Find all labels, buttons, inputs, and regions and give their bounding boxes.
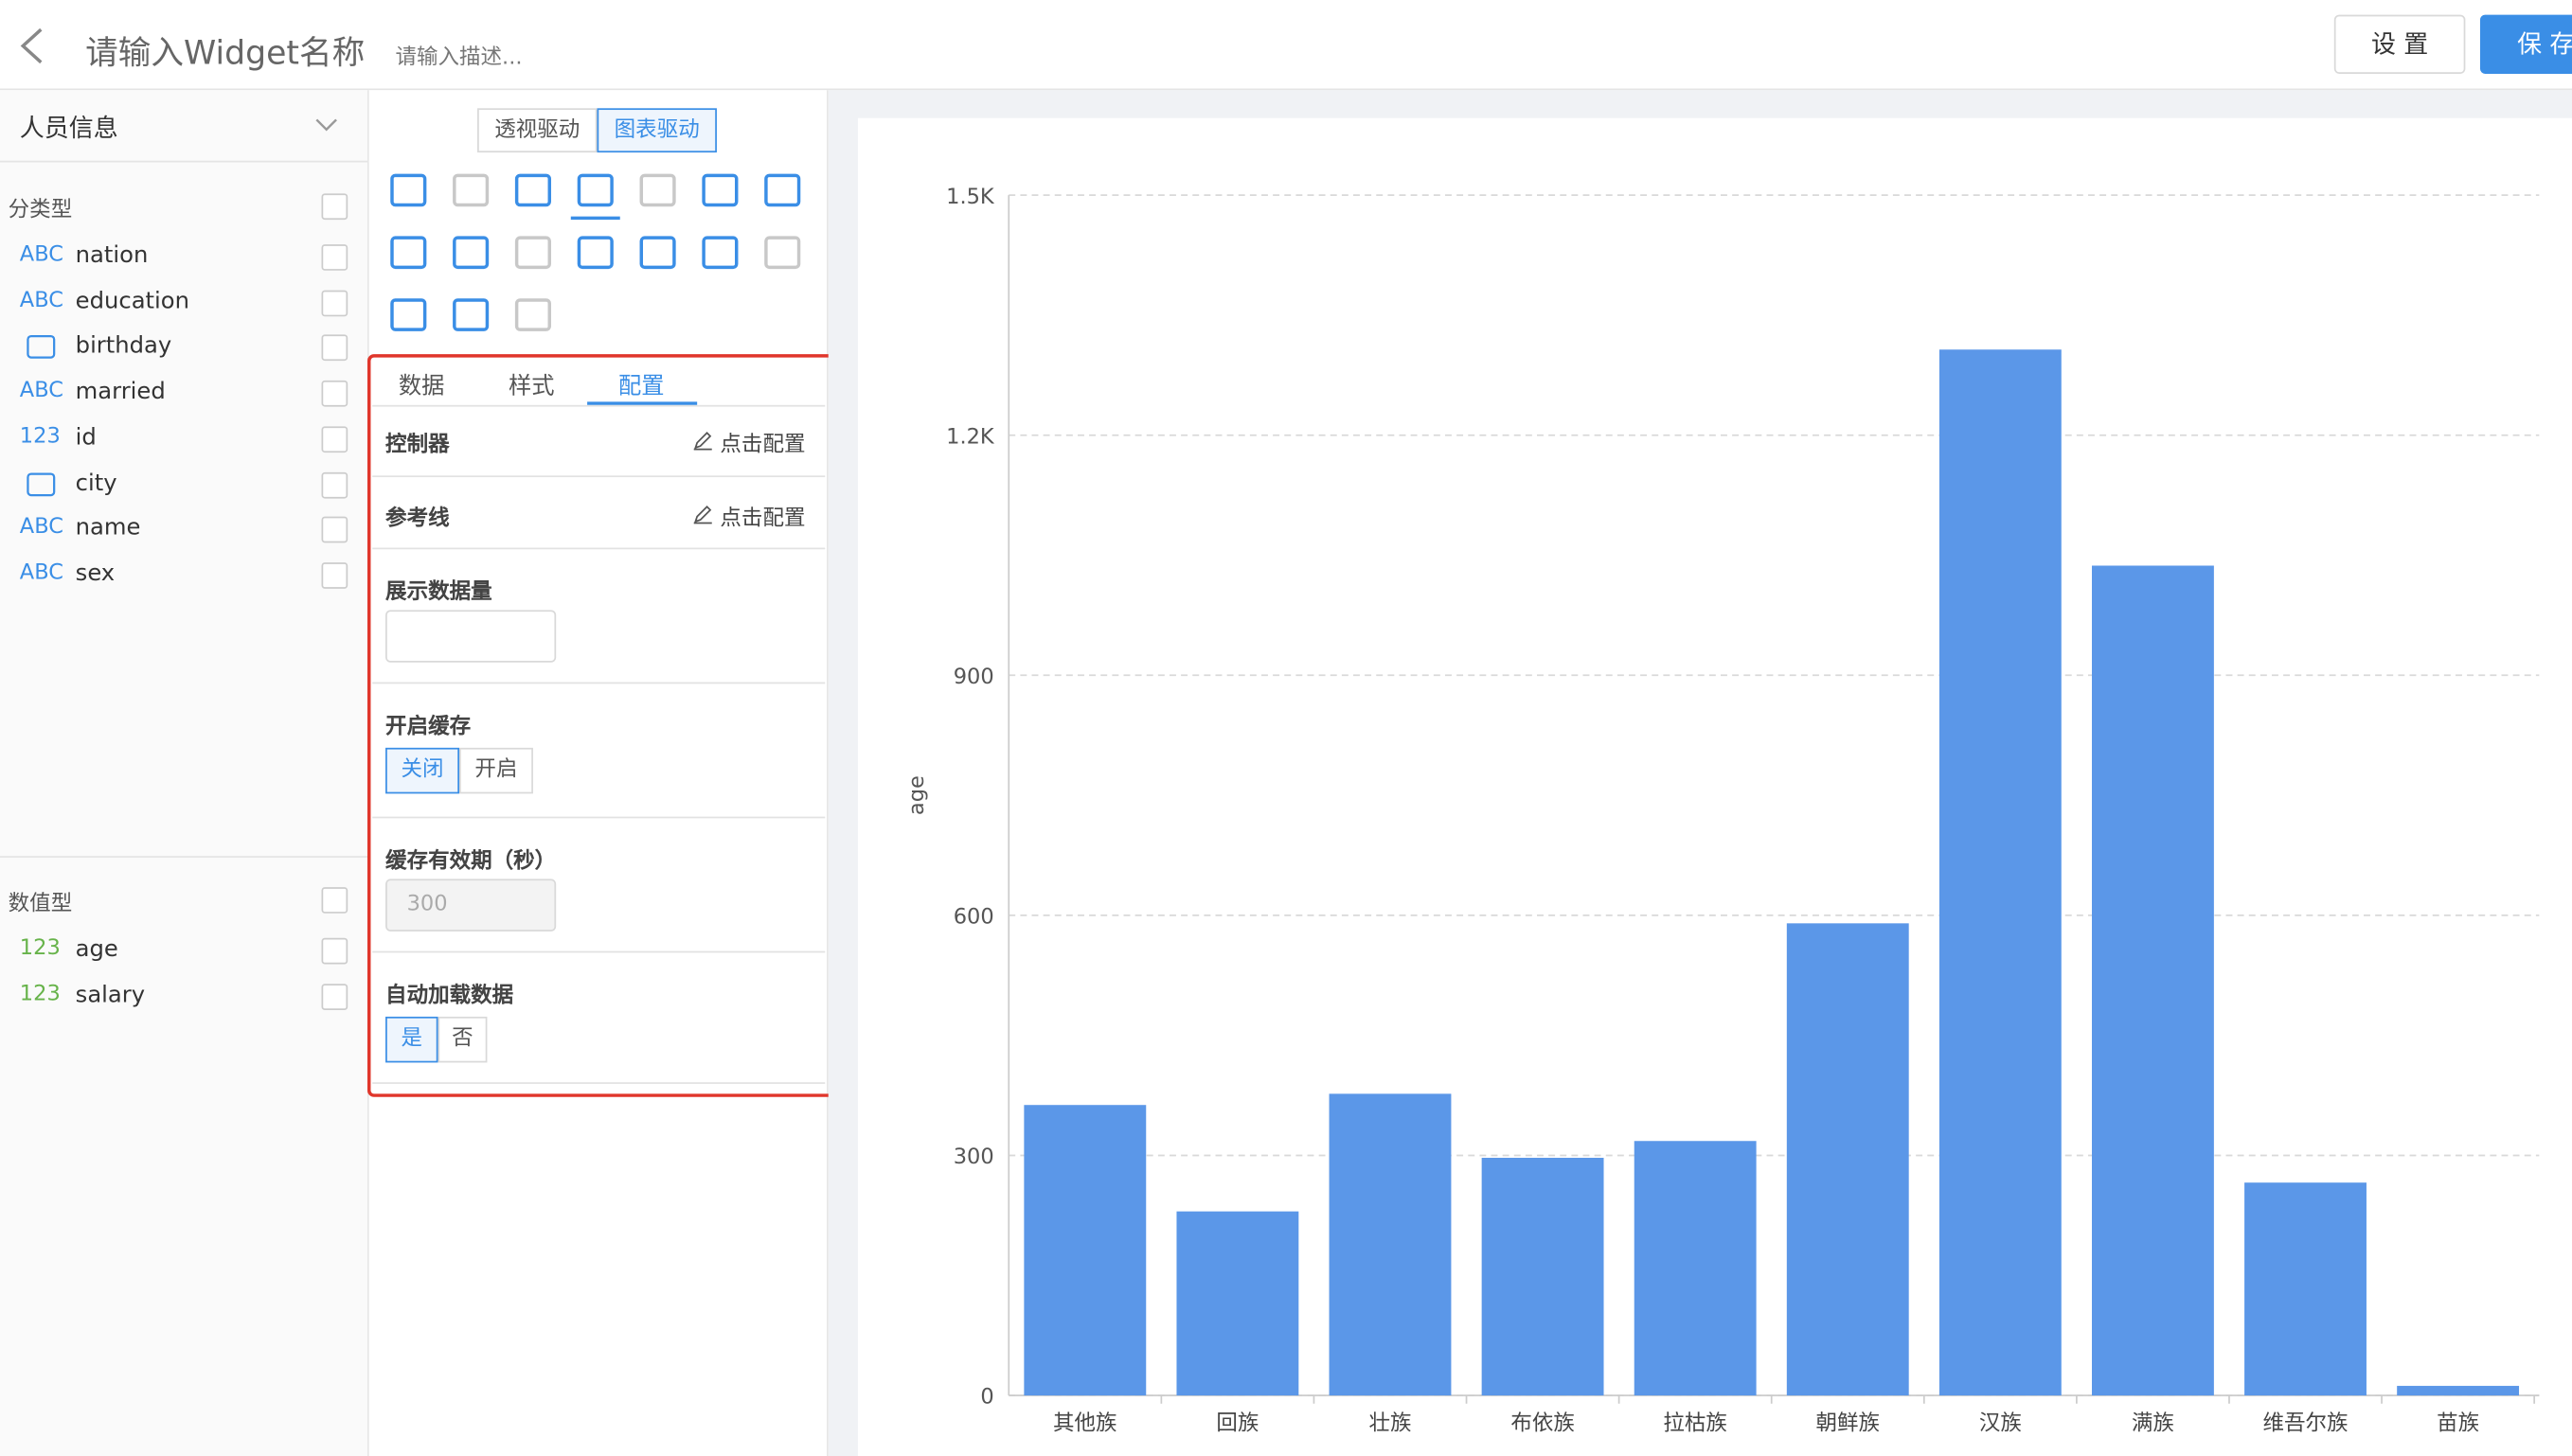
x-tick-label: 朝鲜族	[1815, 1411, 1880, 1435]
y-tick-label: 900	[954, 665, 994, 689]
bar	[2092, 565, 2214, 1395]
x-tick-label: 满族	[2132, 1411, 2174, 1435]
bar	[2244, 1182, 2367, 1395]
x-tick-label: 苗族	[2437, 1411, 2479, 1435]
bar	[1330, 1093, 1452, 1395]
bar	[2397, 1386, 2519, 1395]
x-tick-label: 维吾尔族	[2263, 1411, 2349, 1435]
bar	[1482, 1158, 1604, 1395]
y-axis-title: age	[904, 775, 929, 815]
x-tick-label: 回族	[1216, 1411, 1259, 1435]
y-tick-label: 1.2K	[946, 424, 995, 449]
y-tick-label: 300	[954, 1145, 994, 1169]
y-tick-label: 1.5K	[946, 185, 995, 209]
bar	[1634, 1141, 1757, 1395]
bar	[1024, 1105, 1146, 1395]
bar	[1939, 349, 2062, 1395]
x-tick-label: 壮族	[1368, 1411, 1411, 1435]
bar	[1176, 1212, 1298, 1395]
y-tick-label: 600	[954, 905, 994, 930]
y-tick-label: 0	[980, 1385, 993, 1410]
x-tick-label: 布依族	[1510, 1411, 1575, 1435]
x-tick-label: 其他族	[1053, 1411, 1117, 1435]
x-tick-label: 汉族	[1979, 1411, 2022, 1435]
bar	[1787, 923, 1909, 1395]
x-tick-label: 拉枯族	[1663, 1411, 1727, 1435]
